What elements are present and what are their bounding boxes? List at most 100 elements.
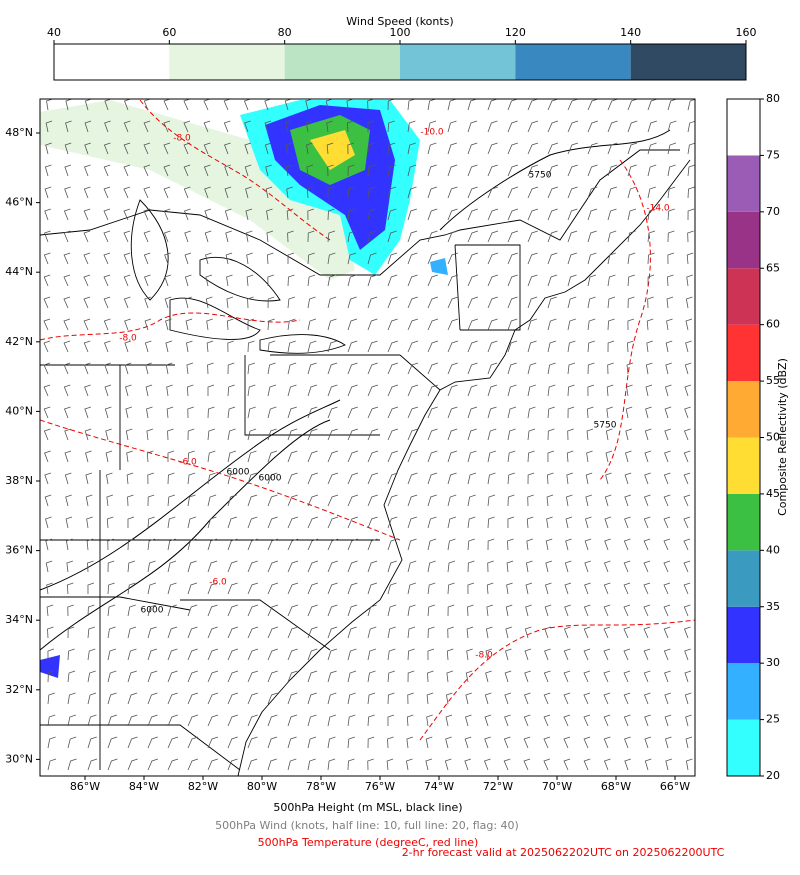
wind-barb [185,318,193,331]
wind-barb [466,648,473,661]
wind-barb [186,340,193,353]
wind-color-bin [515,44,631,80]
wind-barb [603,714,611,727]
wind-barb [547,362,556,375]
wind-barb [685,714,692,727]
wind-barb [507,186,519,199]
wind-barb [347,648,357,661]
wind-barb [347,230,356,243]
wind-barb [247,428,257,441]
wind-barb [127,494,134,507]
wind-barb [387,340,398,353]
wind-barb [127,582,136,595]
wind-barb [567,142,579,155]
wind-barb [467,296,479,309]
wind-barb [147,538,156,551]
wind-barb [367,626,377,639]
wind-barb [547,340,557,353]
y-tick-label: 48°N [5,126,33,139]
wind-barb [127,604,136,617]
wind-barb [683,428,691,441]
wind-barb [664,428,671,441]
wind-barb [507,516,515,529]
wind-barb [524,670,531,683]
wind-barb [647,142,657,155]
wind-barb [604,538,611,551]
wind-barb [583,714,591,727]
wind-barb [84,384,91,397]
wind-barb [367,274,377,287]
y-tick-label: 34°N [5,613,33,626]
wind-barb [687,99,695,111]
wind-barb [187,692,199,705]
wind-barb [265,164,272,177]
wind-barb [547,230,558,243]
wind-barb [327,538,339,551]
wind-barb [347,494,359,507]
wind-barb [307,516,319,529]
wind-barb [127,538,135,551]
wind-barb [667,99,677,111]
wind-barb [64,142,72,155]
wind-barb [504,670,512,683]
wind-barb [367,538,378,551]
wind-barb [207,472,216,485]
wind-barb [646,318,654,331]
wind-barb [167,582,177,595]
wind-barb [287,516,299,529]
wind-barb [603,648,611,661]
wind-barb [685,736,693,749]
wind-barb [45,538,52,551]
wind-barb [205,252,212,265]
wind-barb [425,736,433,749]
wind-barb [464,736,472,749]
wind-barb [367,758,374,771]
wind-barb [524,626,532,639]
wind-barb [347,208,356,221]
wind-barb [664,714,672,727]
wind-barb [487,186,499,199]
contour-label: -8.0 [119,334,137,344]
wind-barb [267,758,277,771]
wind-barb [547,428,555,441]
wind-barb [387,384,399,397]
wind-barb [544,582,552,595]
wind-barb [504,692,511,705]
wind-barb [146,428,154,441]
wind-barb [367,670,376,683]
wind-barb [527,384,536,397]
wind-barb [247,384,256,397]
wind-barb [347,582,358,595]
wind-barb [603,692,611,705]
wind-barb [207,736,219,749]
wind-barb [104,120,111,133]
wind-barb [207,406,215,419]
wind-barb [327,274,336,287]
wind-barb [187,714,199,727]
wind-barb [605,472,612,485]
wind-barb [643,604,651,617]
wind-barb [44,164,52,177]
wind-barb [624,516,631,529]
wind-barb [147,714,158,727]
wind-barb [347,472,359,485]
wind-barb [207,538,217,551]
wind-barb [487,120,498,133]
wind-barb [327,362,338,375]
wind-barb [547,186,558,199]
wind-barb [247,450,257,463]
wind-barb [684,648,691,661]
x-tick-label: 66°W [660,780,690,793]
contour-label: -8.0 [475,651,493,661]
wind-barb [65,516,73,529]
wind-barb [685,318,693,331]
wind-barb [287,230,294,243]
wind-barb [387,142,396,155]
wind-barb [567,274,577,287]
wind-barb [427,318,439,331]
wind-barb [387,362,399,375]
wind-barb [46,99,53,111]
wind-barb [623,648,631,661]
wind-barb [606,406,613,419]
wind-barb [605,450,613,463]
